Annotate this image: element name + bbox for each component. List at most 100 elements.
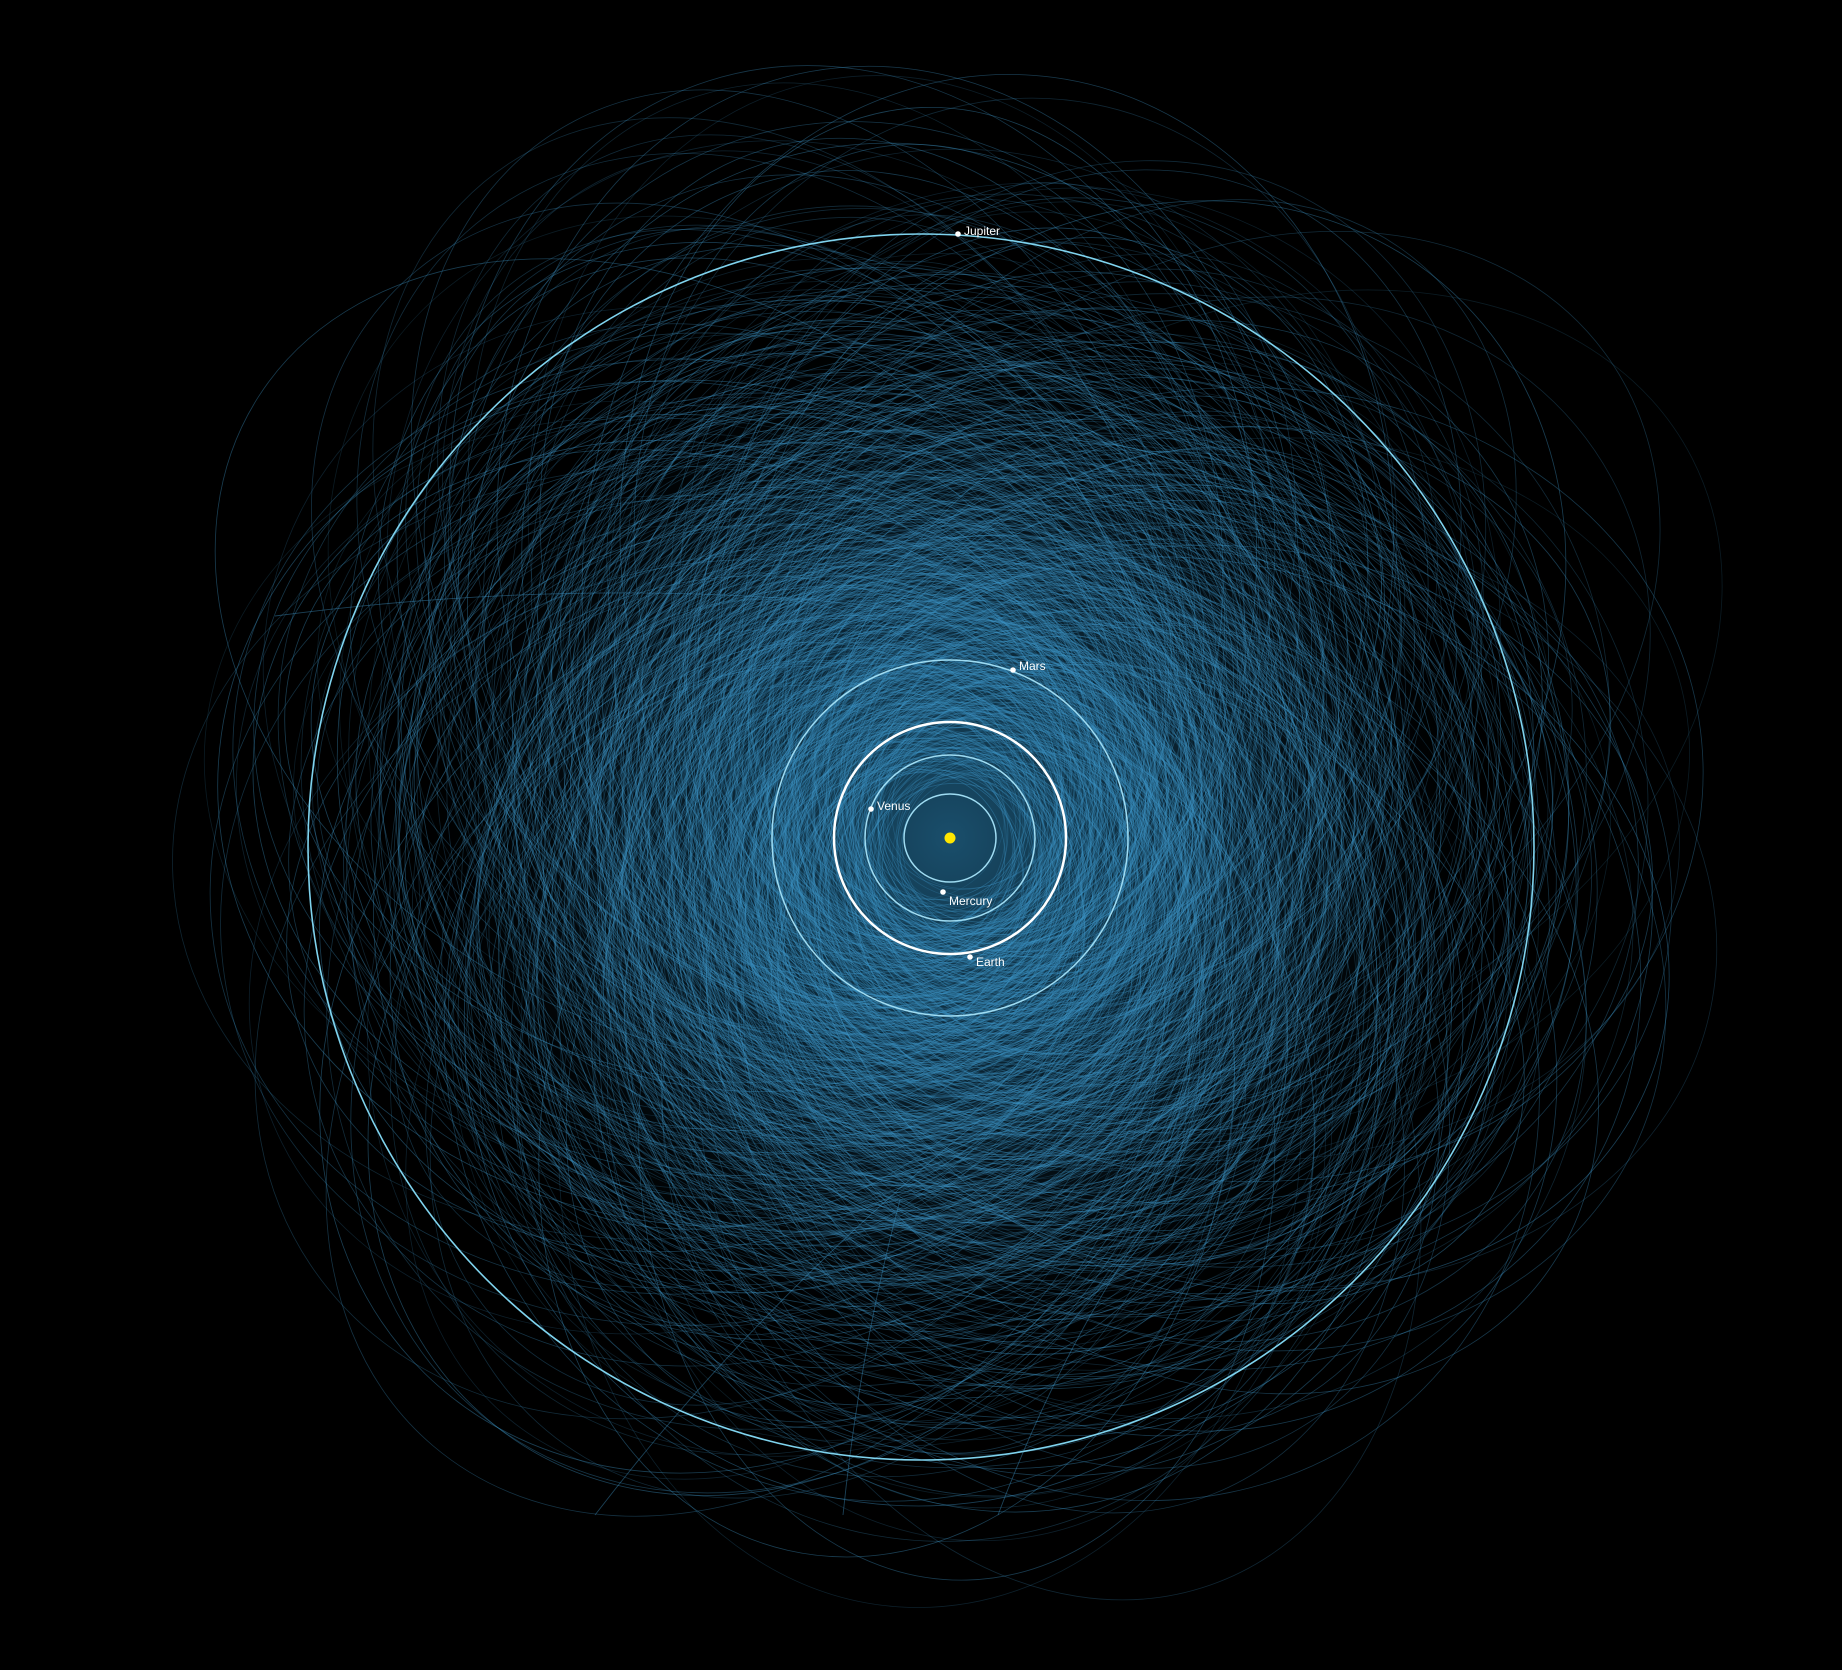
asteroid-orbit: [842, 662, 1109, 936]
asteroid-orbit: [847, 734, 1169, 1055]
asteroid-orbit: [714, 563, 1072, 943]
asteroid-orbit: [805, 552, 1380, 1056]
asteroid-orbit: [504, 473, 1264, 1222]
asteroid-orbit: [668, 618, 1248, 1221]
asteroid-orbit: [599, 557, 1254, 1217]
jupiter-marker-icon: [955, 231, 961, 237]
asteroid-orbit: [822, 675, 1155, 998]
asteroid-orbit: [444, 174, 1247, 1064]
asteroid-orbit: [602, 617, 1299, 1387]
asteroid-orbit: [822, 609, 1359, 1067]
asteroid-orbit: [849, 593, 1267, 969]
asteroid-orbit: [771, 708, 1083, 1022]
asteroid-orbit: [845, 459, 1362, 953]
asteroid-orbit: [611, 449, 1540, 1351]
asteroid-orbit: [620, 495, 1483, 1350]
asteroid-orbit: [721, 673, 1061, 991]
asteroid-orbit: [685, 546, 1168, 1036]
asteroid-orbit: [863, 707, 1162, 979]
asteroid-orbit: [846, 782, 1079, 1081]
asteroid-orbit: [735, 545, 1250, 1058]
asteroid-orbit: [707, 536, 1188, 1029]
asteroid-orbit: [755, 702, 1062, 999]
asteroid-orbit: [537, 572, 1273, 1341]
asteroid-orbit: [662, 651, 1117, 1094]
asteroid-orbit: [727, 727, 1201, 1340]
asteroid-orbit: [563, 506, 1194, 1123]
asteroid-orbit: [774, 594, 1109, 953]
asteroid-orbit: [791, 709, 1130, 1060]
asteroid-orbit: [852, 623, 1434, 1058]
asteroid-orbit: [792, 597, 1387, 1124]
asteroid-orbit: [713, 498, 1471, 1201]
asteroid-orbit: [800, 738, 1207, 1224]
asteroid-orbit: [809, 724, 1273, 1237]
asteroid-orbit: [336, 299, 1309, 1247]
asteroid-orbit: [591, 403, 1316, 1140]
asteroid-orbit: [781, 751, 1035, 1003]
asteroid-orbit: [723, 741, 1015, 991]
asteroid-orbit: [477, 469, 1349, 1348]
asteroid-orbit: [628, 331, 1324, 1076]
asteroid-orbit: [696, 575, 1342, 1218]
asteroid-orbit: [901, 751, 1184, 967]
asteroid-orbit: [325, 638, 1168, 1517]
asteroid-orbit: [404, 320, 1369, 1280]
asteroid-orbit: [310, 440, 1109, 1092]
asteroid-orbit: [664, 586, 1063, 966]
asteroid-orbit: [551, 434, 1510, 1390]
asteroid-orbit: [713, 673, 1192, 1185]
asteroid-orbit: [722, 546, 1252, 1074]
asteroid-orbit: [409, 326, 1313, 1221]
asteroid-orbit: [776, 756, 1086, 1128]
asteroid-orbit: [701, 580, 1294, 1170]
asteroid-orbit: [822, 639, 1133, 956]
asteroid-orbit: [638, 620, 1021, 940]
asteroid-orbit: [316, 400, 1102, 1057]
asteroid-orbit: [656, 580, 1074, 980]
asteroid-orbit: [563, 640, 1092, 1116]
asteroid-orbit: [641, 523, 1063, 949]
asteroid-orbit: [532, 320, 1382, 1188]
asteroid-orbit: [670, 260, 1180, 950]
asteroid-orbit: [572, 271, 1338, 1097]
asteroid-orbit: [720, 632, 1263, 1187]
asteroid-orbit: [724, 737, 1095, 1164]
asteroid-orbit: [824, 758, 1063, 1015]
asteroid-orbit: [460, 484, 1135, 1094]
asteroid-orbit: [687, 675, 1422, 1601]
asteroid-orbit: [496, 65, 1301, 1044]
asteroid-orbit: [722, 654, 1310, 1285]
asteroid-orbit: [677, 427, 1526, 1220]
asteroid-orbit: [753, 594, 1036, 908]
asteroid-orbit: [670, 211, 1336, 1010]
asteroid-orbit: [599, 451, 1235, 1097]
asteroid-orbit: [636, 617, 1084, 1029]
asteroid-orbit: [517, 486, 1159, 1095]
asteroid-orbit: [861, 696, 1200, 994]
asteroid-orbit: [637, 444, 1197, 1035]
asteroid-orbit: [613, 344, 1206, 1012]
asteroid-orbit: [468, 82, 1228, 1015]
asteroid-orbit: [379, 347, 1333, 1283]
asteroid-orbit: [836, 621, 1509, 1130]
asteroid-orbit: [775, 718, 1145, 1124]
asteroid-orbit: [841, 606, 1355, 1028]
asteroid-orbit: [214, 258, 1127, 1062]
asteroid-orbit: [772, 369, 1196, 931]
asteroid-orbit: [744, 677, 1237, 1205]
asteroid-orbit: [397, 267, 1336, 1212]
asteroid-orbit: [436, 374, 1275, 1198]
asteroid-orbit: [809, 521, 1680, 1162]
asteroid-orbit: [848, 716, 1150, 1005]
asteroid-orbit: [754, 666, 1032, 931]
asteroid-orbit: [781, 626, 1409, 1204]
asteroid-orbit: [778, 748, 1034, 997]
asteroid-orbit: [522, 534, 1261, 1276]
asteroid-orbit: [613, 427, 1143, 996]
asteroid-orbit: [640, 709, 1007, 975]
asteroid-orbit: [827, 596, 1086, 908]
asteroid-orbit: [533, 468, 1442, 1392]
asteroid-orbit: [638, 660, 1017, 954]
asteroid-orbit: [248, 554, 1152, 1335]
